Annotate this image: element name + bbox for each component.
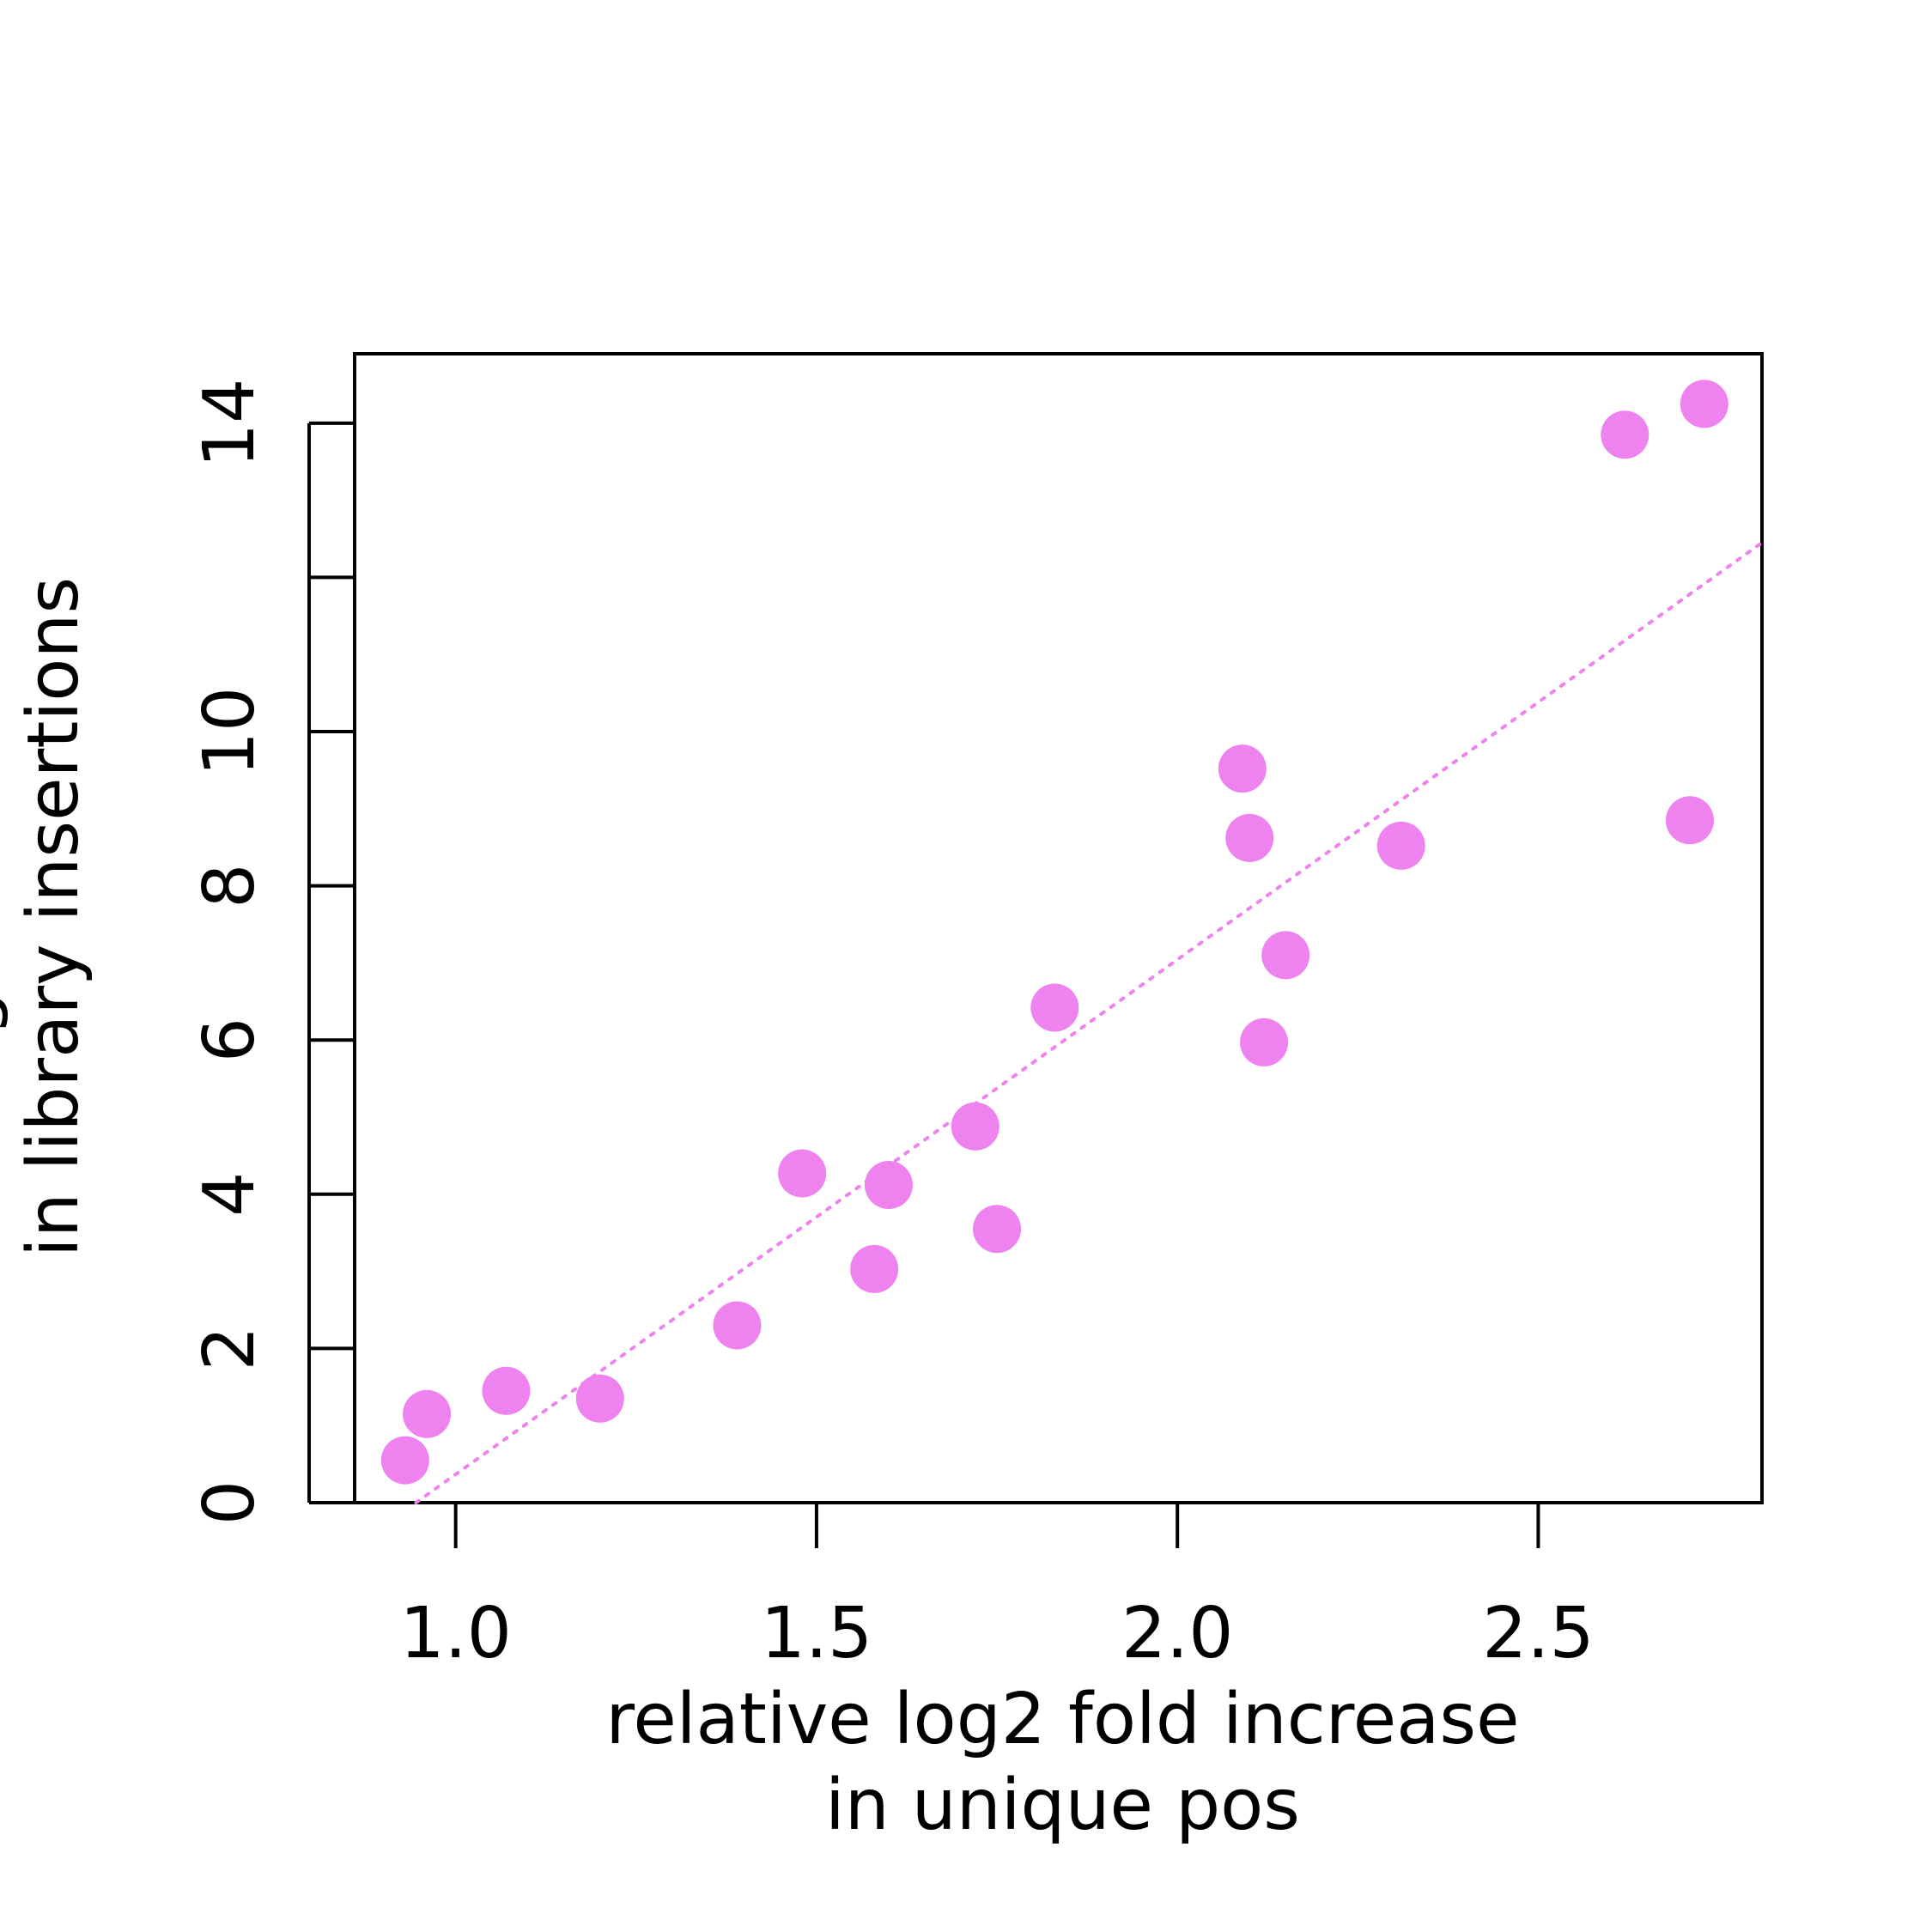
data-point [1261, 931, 1310, 980]
fit-line-layer [414, 541, 1764, 1504]
x-axis: 1.0 1.5 2.0 2.5 [399, 1501, 1595, 1674]
regression-line [414, 541, 1764, 1504]
data-points [380, 380, 1728, 1485]
x-tick-label: 2.5 [1482, 1593, 1594, 1674]
data-point [1030, 983, 1079, 1032]
y-tick-label: 2 [189, 1326, 270, 1370]
plot-frame [353, 352, 1764, 1504]
y-axis-title-line: in library insertions [13, 577, 94, 1257]
data-point [1665, 796, 1714, 845]
data-point [973, 1205, 1022, 1254]
plot-border [353, 352, 1764, 1504]
y-tick-label: 14 [189, 379, 270, 468]
y-tick-label: 0 [189, 1480, 270, 1525]
data-point [864, 1161, 913, 1210]
y-axis-title: gin library insertions [0, 577, 94, 1257]
data-point [1225, 813, 1274, 862]
x-axis-title-line: relative log2 fold increase [605, 1679, 1519, 1760]
data-point [1240, 1018, 1289, 1066]
y-axis-title-line: g [0, 991, 10, 1036]
data-point [850, 1244, 899, 1293]
data-point [1680, 380, 1728, 428]
x-axis-title-line: in unique pos [825, 1765, 1300, 1846]
y-tick-label: 10 [189, 687, 270, 776]
data-point [380, 1436, 429, 1485]
x-tick-label: 1.5 [761, 1593, 872, 1674]
data-point [713, 1301, 762, 1350]
y-tick-label: 4 [189, 1172, 270, 1217]
data-point [778, 1149, 827, 1198]
data-point [951, 1102, 999, 1151]
data-point [1218, 744, 1267, 793]
y-tick-label: 8 [189, 864, 270, 908]
y-tick-label: 6 [189, 1018, 270, 1062]
y-axis: 0 2 4 6 8 10 14 [189, 379, 355, 1525]
data-point [1376, 821, 1425, 870]
data-point [575, 1374, 624, 1423]
data-point [403, 1389, 452, 1438]
data-point [482, 1366, 531, 1415]
data-point [1601, 410, 1649, 459]
x-tick-label: 1.0 [399, 1593, 511, 1674]
x-tick-label: 2.0 [1121, 1593, 1233, 1674]
